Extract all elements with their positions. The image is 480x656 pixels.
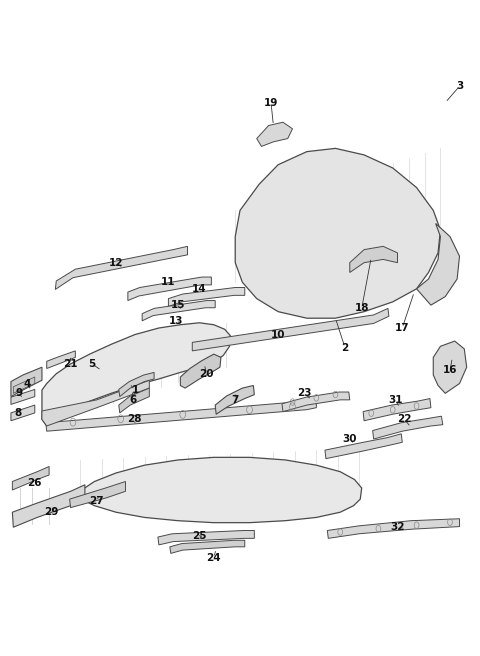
Polygon shape xyxy=(46,400,316,431)
Polygon shape xyxy=(158,531,254,545)
Polygon shape xyxy=(42,380,149,426)
Text: 19: 19 xyxy=(264,98,278,108)
Polygon shape xyxy=(47,351,75,369)
Polygon shape xyxy=(257,122,292,146)
Polygon shape xyxy=(215,386,254,414)
Text: 5: 5 xyxy=(88,359,96,369)
Text: 17: 17 xyxy=(395,323,409,333)
Polygon shape xyxy=(363,399,431,420)
Text: 31: 31 xyxy=(388,395,402,405)
Text: 8: 8 xyxy=(14,408,22,418)
Text: 3: 3 xyxy=(456,81,463,91)
Text: 32: 32 xyxy=(390,522,405,532)
Polygon shape xyxy=(12,485,85,527)
Text: 18: 18 xyxy=(354,304,369,314)
Polygon shape xyxy=(325,434,402,459)
Polygon shape xyxy=(128,277,211,300)
Polygon shape xyxy=(142,300,215,321)
Polygon shape xyxy=(12,466,49,490)
Text: 29: 29 xyxy=(44,507,59,517)
Polygon shape xyxy=(119,373,154,397)
Polygon shape xyxy=(168,287,245,306)
Text: 30: 30 xyxy=(343,434,357,444)
Polygon shape xyxy=(13,377,35,394)
Text: 12: 12 xyxy=(108,258,123,268)
Polygon shape xyxy=(55,247,188,289)
Text: 6: 6 xyxy=(129,395,136,405)
Polygon shape xyxy=(433,341,467,394)
Polygon shape xyxy=(78,457,362,523)
Text: 24: 24 xyxy=(206,553,221,563)
Polygon shape xyxy=(372,416,443,439)
Polygon shape xyxy=(417,224,459,305)
Text: 13: 13 xyxy=(168,316,183,327)
Text: 16: 16 xyxy=(443,365,457,375)
Text: 11: 11 xyxy=(161,277,176,287)
Polygon shape xyxy=(11,367,42,397)
Text: 22: 22 xyxy=(397,415,412,424)
Polygon shape xyxy=(119,388,149,413)
Text: 1: 1 xyxy=(132,385,139,395)
Text: 21: 21 xyxy=(63,359,78,369)
Polygon shape xyxy=(11,405,35,420)
Polygon shape xyxy=(327,519,459,539)
Text: 20: 20 xyxy=(199,369,214,379)
Polygon shape xyxy=(42,323,230,426)
Polygon shape xyxy=(70,482,125,508)
Text: 26: 26 xyxy=(27,478,42,489)
Text: 27: 27 xyxy=(90,496,104,506)
Polygon shape xyxy=(11,390,35,405)
Text: 23: 23 xyxy=(297,388,312,398)
Polygon shape xyxy=(180,354,221,388)
Text: 15: 15 xyxy=(171,300,185,310)
Text: 7: 7 xyxy=(231,395,239,405)
Polygon shape xyxy=(350,247,397,272)
Text: 14: 14 xyxy=(192,284,207,294)
Text: 10: 10 xyxy=(271,329,286,340)
Text: 9: 9 xyxy=(16,388,23,398)
Text: 4: 4 xyxy=(24,379,31,388)
Polygon shape xyxy=(282,392,350,411)
Text: 28: 28 xyxy=(127,415,141,424)
Polygon shape xyxy=(170,541,245,554)
Text: 25: 25 xyxy=(192,531,207,541)
Polygon shape xyxy=(235,148,441,318)
Polygon shape xyxy=(192,308,389,351)
Text: 2: 2 xyxy=(341,342,348,352)
